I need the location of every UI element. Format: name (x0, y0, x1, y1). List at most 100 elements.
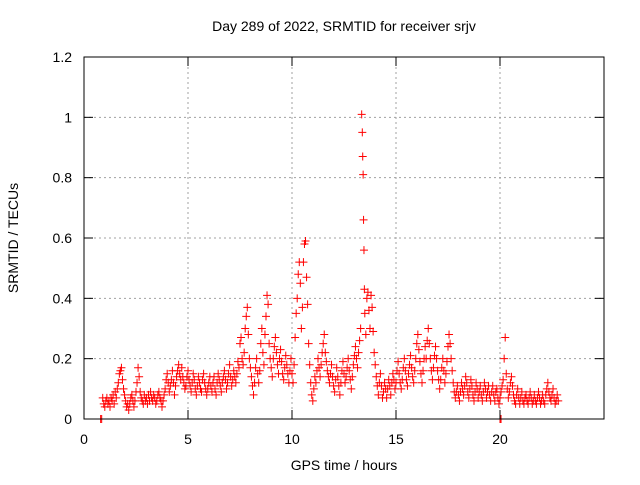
data-point (400, 354, 409, 363)
data-point (386, 390, 395, 399)
data-point (262, 312, 270, 321)
data-point (322, 357, 331, 366)
data-point (376, 369, 385, 378)
data-point (540, 399, 549, 408)
data-point (110, 399, 119, 408)
data-point (270, 342, 279, 351)
data-point (184, 366, 192, 375)
data-point (118, 375, 127, 384)
data-point (120, 390, 129, 399)
data-point (259, 360, 268, 369)
data-point (264, 300, 273, 309)
data-point (499, 375, 508, 384)
data-point (492, 384, 501, 393)
y-tick-label: 0.4 (53, 290, 73, 306)
data-point (408, 372, 417, 381)
data-point (302, 273, 311, 282)
data-point (476, 381, 485, 390)
data-point (245, 354, 254, 363)
data-point (425, 339, 434, 348)
data-point (467, 381, 476, 390)
data-point (355, 336, 364, 345)
y-tick-label: 0.6 (53, 230, 73, 246)
data-point (290, 360, 299, 369)
data-point (268, 372, 277, 381)
data-point (233, 357, 242, 366)
data-point (158, 402, 166, 411)
data-point (348, 372, 357, 381)
data-point (119, 384, 128, 393)
data-point (130, 396, 139, 405)
data-point (301, 237, 310, 246)
data-point (304, 339, 313, 348)
data-point (240, 348, 249, 357)
data-point (296, 279, 305, 288)
data-point (114, 378, 123, 387)
data-point (371, 360, 380, 369)
data-point (159, 396, 168, 405)
data-point (372, 372, 381, 381)
data-point (267, 363, 276, 372)
data-point (160, 390, 169, 399)
data-point (291, 333, 300, 342)
data-point (358, 152, 367, 161)
data-point (461, 372, 470, 381)
data-point (447, 354, 456, 363)
data-point (421, 342, 430, 351)
data-point (220, 366, 229, 375)
data-point (212, 390, 221, 399)
data-point (367, 291, 376, 300)
data-point (356, 324, 365, 333)
data-point (236, 339, 244, 348)
data-point (424, 324, 433, 333)
data-point (237, 333, 246, 342)
data-point (431, 342, 440, 351)
data-point (455, 396, 464, 405)
data-point (187, 387, 196, 396)
data-point (106, 402, 114, 411)
data-point (500, 354, 509, 363)
data-point (418, 378, 426, 387)
data-point (554, 396, 563, 405)
data-point (257, 324, 266, 333)
data-point (260, 330, 269, 339)
data-point (197, 387, 206, 396)
data-point (252, 354, 261, 363)
data-point (362, 294, 371, 303)
y-axis-label: SRMTID / TECUs (5, 183, 21, 293)
data-point (478, 396, 487, 405)
data-point (298, 303, 307, 312)
data-point (242, 312, 251, 321)
data-point (441, 369, 450, 378)
data-point (410, 366, 419, 375)
data-point (472, 378, 481, 387)
data-point (286, 354, 295, 363)
data-point (505, 387, 514, 396)
data-point (217, 387, 226, 396)
data-point (279, 375, 288, 384)
y-tick-label: 0.8 (53, 170, 73, 186)
data-point (414, 345, 423, 354)
data-point (354, 348, 363, 357)
data-point (161, 384, 170, 393)
data-point (553, 390, 562, 399)
data-point (177, 363, 186, 372)
data-point (303, 300, 312, 309)
data-point (189, 369, 198, 378)
data-point (413, 330, 422, 339)
data-point (549, 384, 558, 393)
data-point (243, 303, 252, 312)
x-tick-label: 20 (492, 431, 508, 447)
data-point (504, 393, 513, 402)
data-point (305, 360, 314, 369)
data-point (244, 330, 253, 339)
data-point (231, 378, 240, 387)
data-point (293, 294, 302, 303)
data-point (349, 360, 358, 369)
data-point (171, 381, 180, 390)
data-point (466, 375, 475, 384)
data-point (498, 381, 507, 390)
data-point (464, 393, 473, 402)
